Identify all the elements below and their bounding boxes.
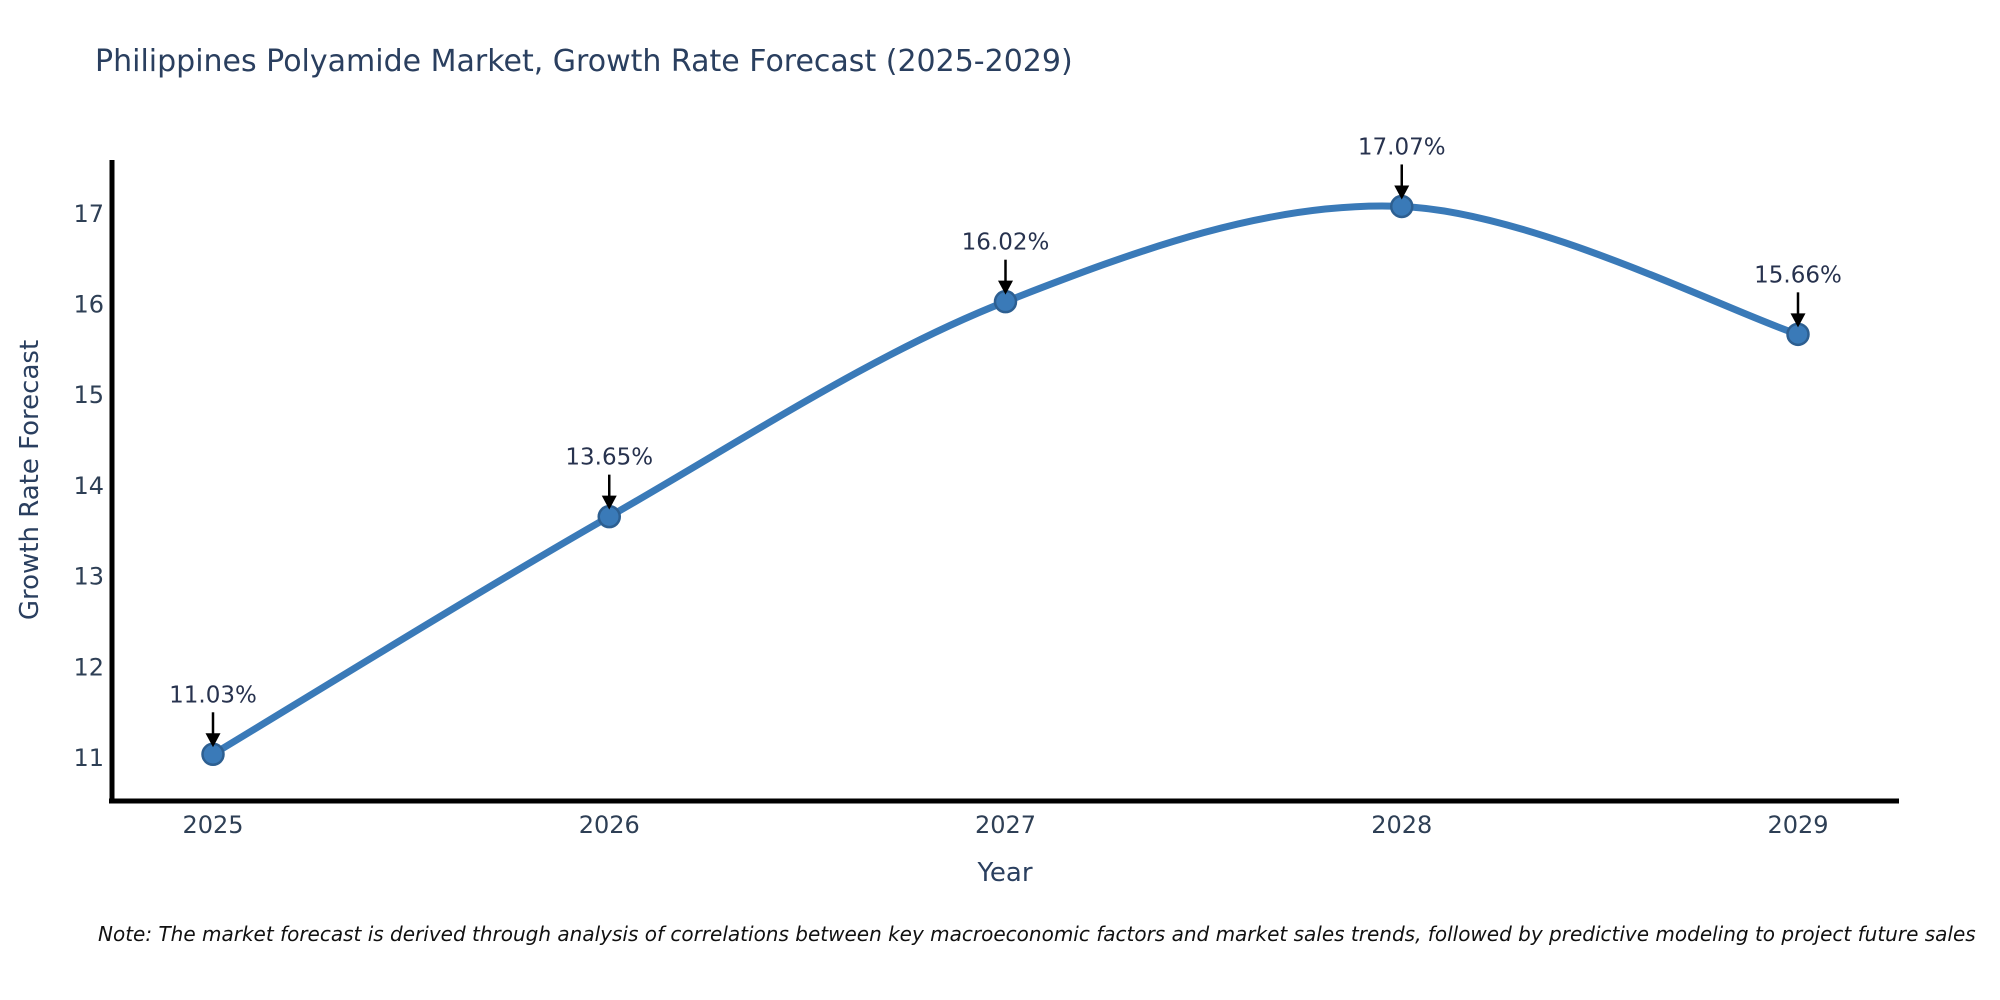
annotation-arrowhead (1394, 185, 1410, 200)
annotation-arrowhead (205, 733, 221, 748)
x-tick-label: 2029 (1767, 811, 1828, 839)
y-tick-label: 11 (73, 744, 104, 772)
annotation-arrowhead (998, 280, 1013, 295)
x-tick-label: 2028 (1371, 811, 1432, 839)
y-tick-label: 13 (73, 563, 104, 591)
x-tick-label: 2026 (579, 811, 640, 839)
y-tick-label: 16 (73, 291, 104, 319)
data-point-label: 15.66% (1754, 262, 1842, 288)
data-point-label: 11.03% (169, 682, 257, 708)
chart-title: Philippines Polyamide Market, Growth Rat… (95, 44, 1073, 79)
x-axis-title: Year (977, 858, 1033, 888)
footnote: Note: The market forecast is derived thr… (98, 922, 1976, 946)
x-tick-label: 2027 (975, 811, 1036, 839)
y-tick-label: 15 (73, 381, 104, 409)
y-tick-label: 14 (73, 472, 104, 500)
annotation-arrowhead (601, 495, 617, 510)
data-point-label: 13.65% (565, 445, 653, 471)
annotation-arrowhead (1790, 313, 1806, 328)
data-point-label: 17.07% (1358, 134, 1446, 160)
y-tick-label: 17 (73, 200, 104, 228)
data-point-label: 16.02% (962, 230, 1050, 256)
x-tick-label: 2025 (182, 811, 243, 839)
y-tick-label: 12 (73, 653, 104, 681)
